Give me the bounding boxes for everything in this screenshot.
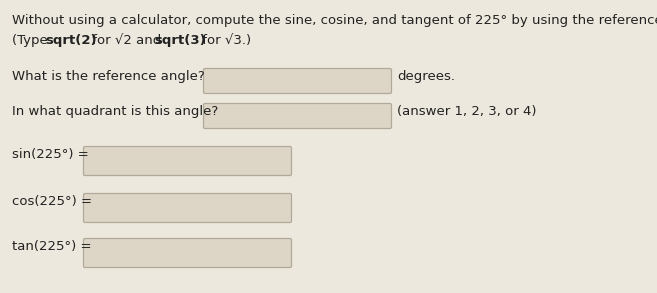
Text: (answer 1, 2, 3, or 4): (answer 1, 2, 3, or 4) [397,105,537,118]
Text: tan(225°) =: tan(225°) = [12,240,91,253]
FancyBboxPatch shape [204,69,392,93]
Text: sqrt(3): sqrt(3) [154,34,206,47]
Text: sin(225°) =: sin(225°) = [12,148,89,161]
Text: for √2 and: for √2 and [88,34,166,47]
Text: cos(225°) =: cos(225°) = [12,195,92,208]
Text: Without using a calculator, compute the sine, cosine, and tangent of 225° by usi: Without using a calculator, compute the … [12,14,657,27]
FancyBboxPatch shape [83,146,292,176]
Text: for √3.): for √3.) [198,34,251,47]
Text: What is the reference angle?: What is the reference angle? [12,70,205,83]
Text: In what quadrant is this angle?: In what quadrant is this angle? [12,105,218,118]
Text: (Type: (Type [12,34,52,47]
FancyBboxPatch shape [83,193,292,222]
Text: sqrt(2): sqrt(2) [45,34,97,47]
FancyBboxPatch shape [204,103,392,129]
FancyBboxPatch shape [83,239,292,268]
Text: degrees.: degrees. [397,70,455,83]
